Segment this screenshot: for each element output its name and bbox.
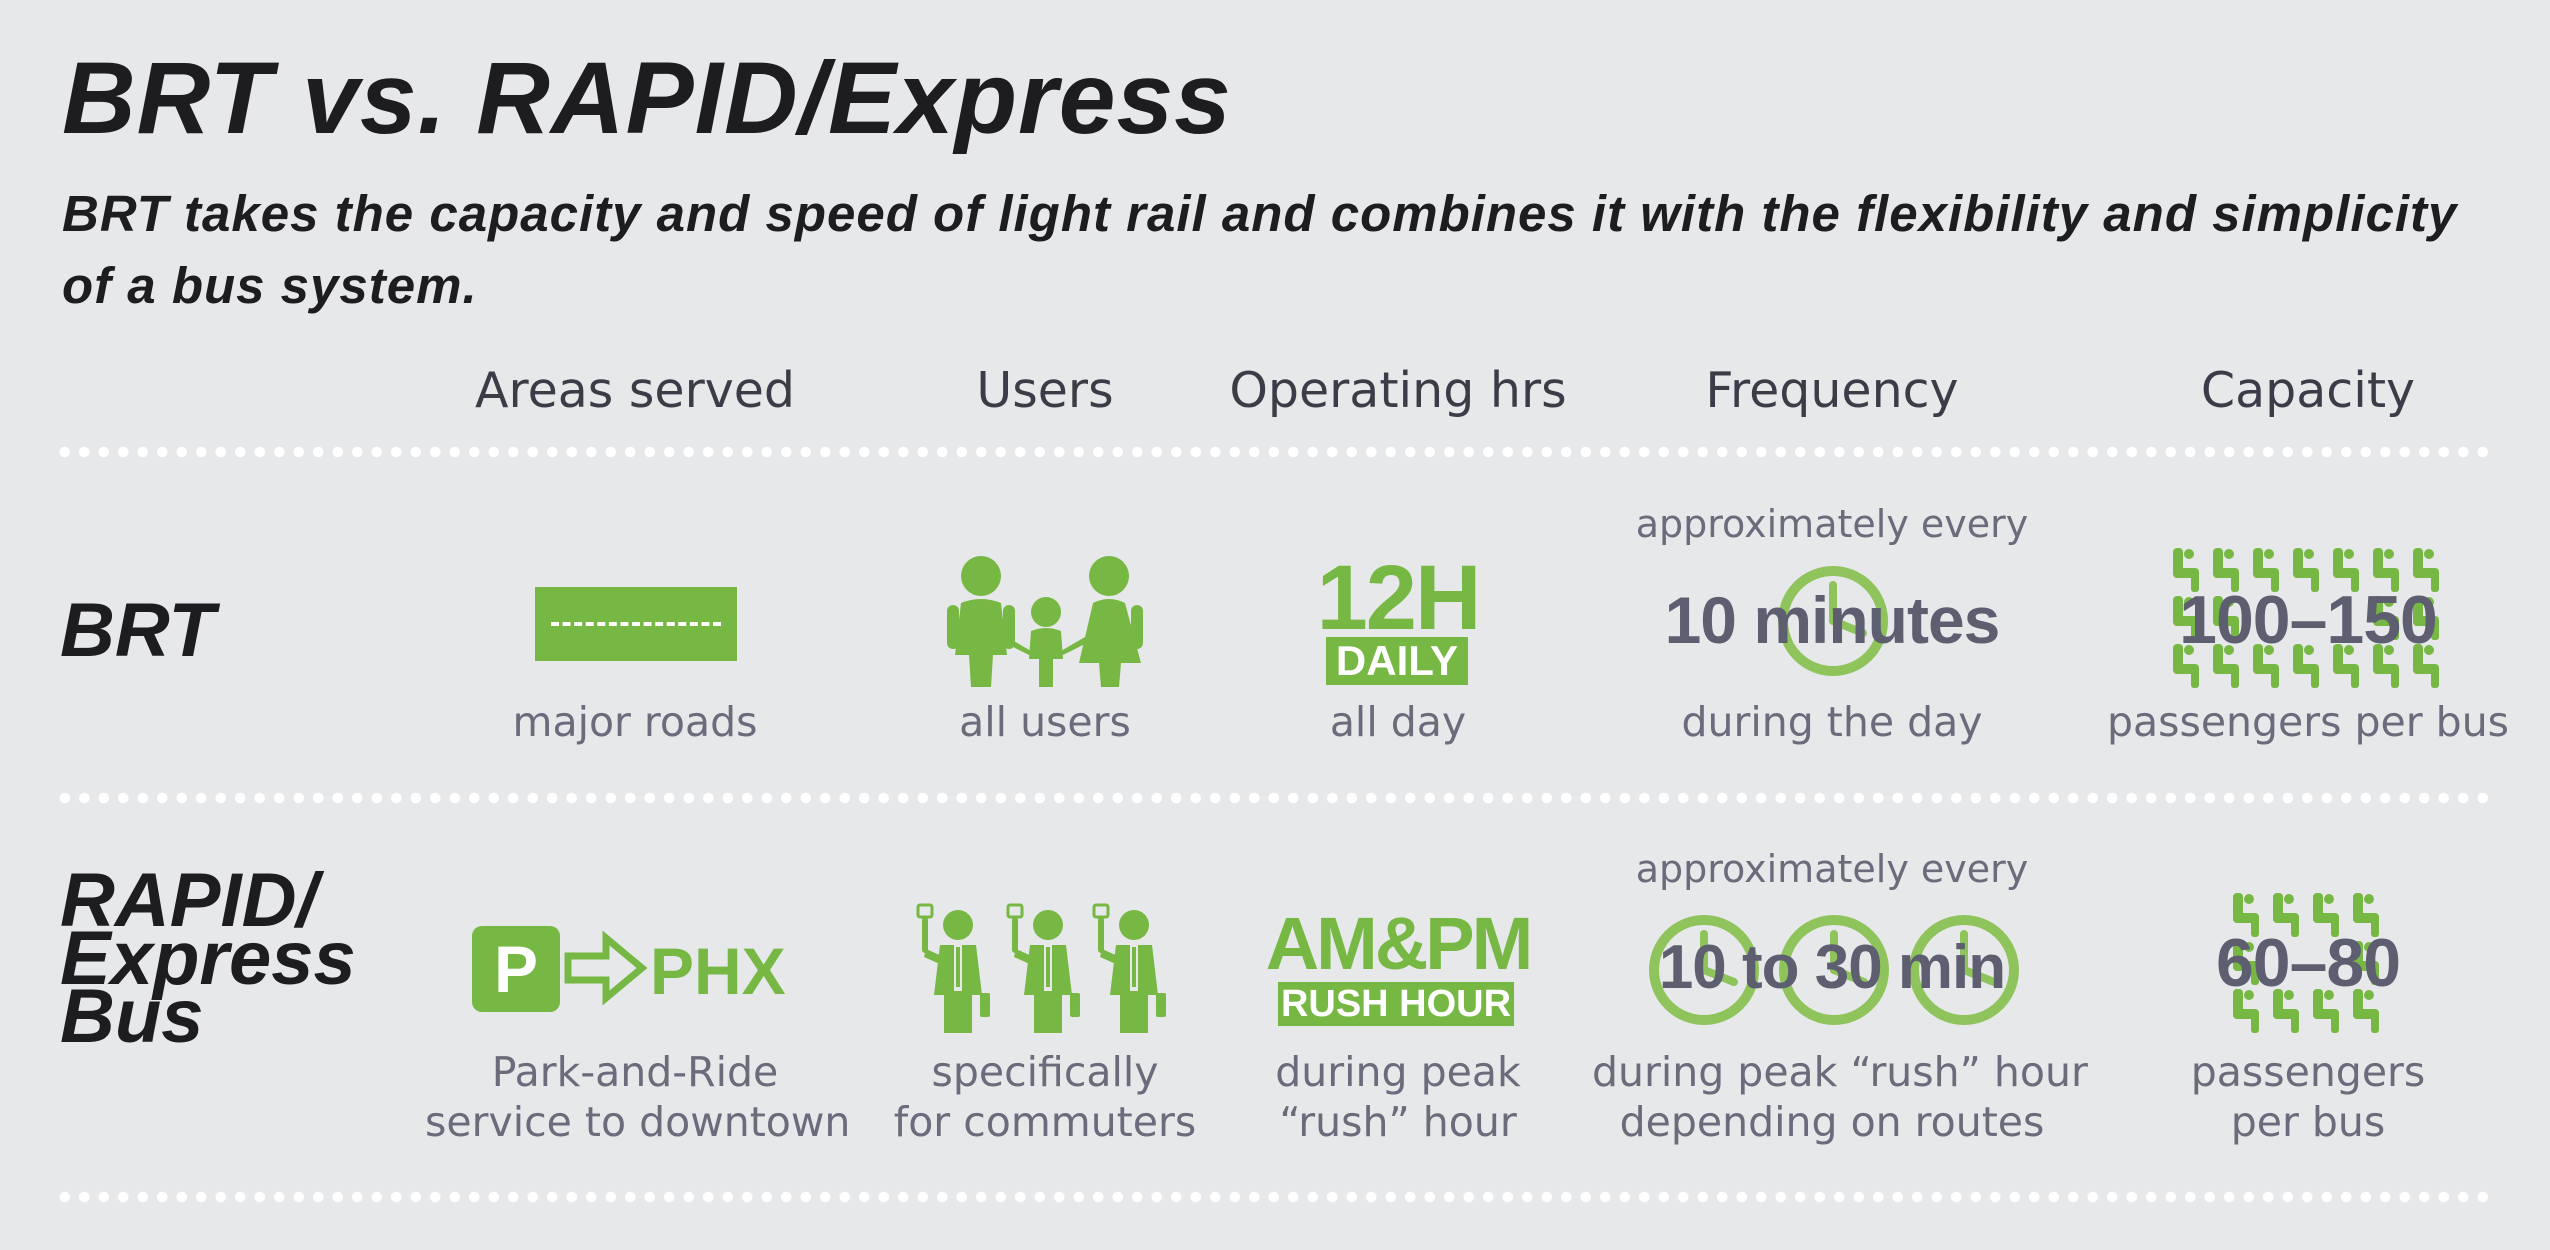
rapid-frequency-caption: during peak “rush” hour depending on rou… (1592, 1047, 2088, 1147)
rapid-capacity-caption: passengers per bus (2128, 1047, 2488, 1147)
caption-line: “rush” hour (1279, 1098, 1517, 1146)
caption-line: during peak (1275, 1048, 1521, 1096)
page-subtitle: BRT takes the capacity and speed of ligh… (62, 185, 2458, 314)
rapid-frequency-value: 10 to 30 min (1658, 933, 2006, 1002)
row-label-rapid: RAPID/ Express Bus (60, 863, 356, 1055)
brt-frequency-caption: during the day (1681, 698, 1983, 746)
column-header-hours: Operating hrs (1229, 362, 1567, 419)
rapid-hours-value: AM&PM (1265, 902, 1534, 985)
rapid-hours-caption: during peak “rush” hour (1218, 1047, 1578, 1147)
row-label-line: RAPID/ (60, 858, 318, 943)
brt-capacity-value: 100–150 (2179, 582, 2438, 658)
brt-capacity-caption: passengers per bus (2106, 698, 2510, 746)
brt-hours-caption: all day (1329, 698, 1467, 746)
brt-frequency-top: approximately every (1635, 502, 2029, 546)
parking-icon: P (472, 926, 560, 1012)
brt-users-caption: all users (959, 698, 1131, 746)
page-title: BRT vs. RAPID/Express (62, 41, 1232, 155)
column-header-frequency: Frequency (1705, 362, 1959, 419)
caption-line: during peak “rush” hour (1592, 1048, 2088, 1096)
commuter-icon (916, 903, 1168, 1035)
brt-hours-value: 12H (1316, 547, 1482, 649)
clock-icon (1778, 566, 1888, 676)
brt-hours-bar: DAILY (1326, 637, 1468, 685)
column-header-areas: Areas served (475, 362, 795, 419)
caption-line: depending on routes (1619, 1098, 2045, 1146)
rapid-capacity-value: 60–80 (2215, 925, 2401, 1001)
caption-line: passengers (2190, 1048, 2426, 1096)
rapid-frequency-top: approximately every (1635, 847, 2029, 891)
row-label-line: Express (60, 916, 356, 1001)
rapid-areas-caption: Park-and-Ride service to downtown (425, 1047, 850, 1147)
rapid-hours-bar: RUSH HOUR (1278, 982, 1514, 1026)
row-label-line: Bus (60, 974, 204, 1059)
column-header-capacity: Capacity (2200, 362, 2416, 419)
rapid-users-caption: specifically for commuters (865, 1047, 1225, 1147)
brt-frequency-value: 10 minutes (1664, 583, 2001, 657)
family-icon (947, 556, 1143, 687)
arrow-right-icon (564, 930, 648, 1006)
caption-line: specifically (931, 1048, 1159, 1096)
divider-dotted (55, 445, 2495, 459)
row-label-brt: BRT (60, 588, 215, 673)
caption-line: for commuters (893, 1098, 1197, 1146)
caption-line: Park-and-Ride (491, 1048, 779, 1096)
caption-line: service to downtown (425, 1098, 851, 1146)
caption-line: per bus (2230, 1098, 2386, 1146)
clock-icon (1649, 915, 2019, 1025)
divider-dotted (55, 1190, 2495, 1204)
destination-phx: PHX (650, 934, 786, 1008)
column-header-users: Users (976, 362, 1114, 419)
brt-areas-caption: major roads (512, 698, 758, 746)
road-icon (535, 587, 737, 661)
divider-dotted (55, 791, 2495, 805)
